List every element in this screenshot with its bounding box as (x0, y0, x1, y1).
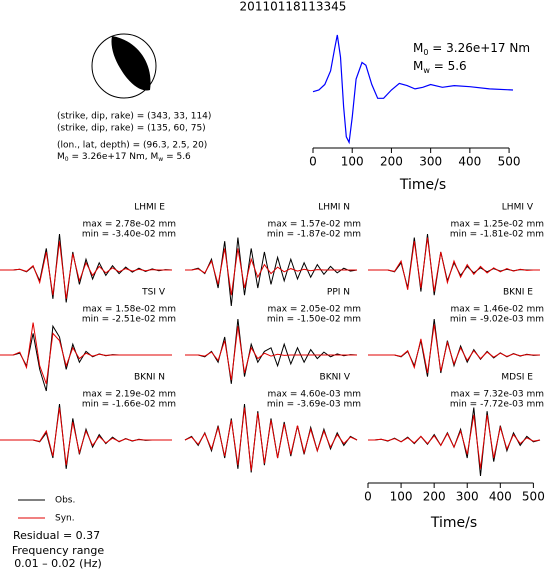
min-label: min = -1.50e-02 mm (267, 315, 361, 325)
legend-label: Obs. (55, 496, 75, 506)
syn-trace (368, 237, 540, 292)
x-axis-label: Time/s (430, 515, 477, 531)
subscript: w (158, 156, 163, 163)
text-part: M (413, 41, 423, 55)
min-label: min = -7.72e-03 mm (450, 400, 544, 410)
legend-label: Syn. (55, 514, 75, 524)
text-part: = 5.6 (163, 152, 191, 162)
x-tick-label: 200 (423, 490, 446, 504)
obs-trace (0, 403, 172, 469)
station-label: TSI V (141, 288, 166, 298)
x-tick-label: 100 (390, 490, 413, 504)
x-tick-label: 500 (522, 490, 545, 504)
stf-annotation: M0 = 3.26e+17 Nm (413, 41, 530, 58)
title: 20110118113345 (240, 0, 347, 14)
syn-trace (185, 248, 357, 296)
min-label: min = -3.40e-02 mm (82, 230, 176, 240)
text-part: M (57, 152, 65, 162)
focal-text: (strike, dip, rake) = (135, 60, 75) (57, 124, 206, 134)
max-label: max = 1.57e-02 mm (267, 220, 361, 230)
x-tick-label: 100 (341, 155, 364, 169)
x-tick-label: 400 (489, 490, 512, 504)
max-label: max = 2.19e-02 mm (82, 390, 176, 400)
syn-trace (0, 241, 172, 299)
obs-trace (368, 233, 540, 296)
x-tick-label: 0 (364, 490, 372, 504)
syn-trace (368, 414, 541, 469)
station-label: BKNI V (320, 373, 351, 383)
syn-trace (0, 407, 172, 466)
x-tick-label: 400 (458, 155, 481, 169)
moment-text: M0 = 3.26e+17 Nm, Mw = 5.6 (57, 152, 191, 164)
station-label: BKNI N (134, 373, 165, 383)
min-label: min = -1.81e-02 mm (450, 230, 544, 240)
min-label: min = -1.87e-02 mm (267, 230, 361, 240)
focal-text: (lon., lat, depth) = (96.3, 2.5, 20) (57, 141, 207, 151)
syn-trace (184, 407, 358, 471)
focal-text: (strike, dip, rake) = (343, 33, 114) (57, 112, 211, 122)
syn-trace (0, 322, 172, 384)
obs-trace (184, 403, 358, 473)
max-label: max = 2.78e-02 mm (82, 220, 176, 230)
min-label: min = -3.69e-03 mm (267, 400, 361, 410)
station-label: LHMI N (318, 203, 350, 213)
station-label: MDSI E (501, 373, 533, 383)
subscript: 0 (65, 156, 69, 163)
stf-annotation: Mw = 5.6 (413, 59, 467, 76)
x-tick-label: 0 (309, 155, 317, 169)
obs-trace (368, 318, 541, 377)
text-part: M (413, 59, 423, 73)
station-label: LHMI V (502, 203, 534, 213)
max-label: max = 1.46e-02 mm (450, 305, 544, 315)
x-tick-label: 300 (456, 490, 479, 504)
max-label: max = 4.60e-03 mm (267, 390, 361, 400)
x-tick-label: 500 (498, 155, 521, 169)
station-label: BKNI E (503, 288, 533, 298)
subscript: 0 (423, 48, 428, 57)
min-label: min = -2.51e-02 mm (82, 315, 176, 325)
max-label: max = 7.32e-03 mm (450, 390, 544, 400)
text-part: = 3.26e+17 Nm, M (69, 152, 159, 162)
syn-trace (185, 326, 357, 381)
frequency-range: 0.01 – 0.02 (Hz) (14, 557, 102, 570)
station-label: LHMI E (134, 203, 165, 213)
beachball (91, 33, 157, 99)
text-part: = 5.6 (430, 59, 467, 73)
frequency-title: Frequency range (12, 544, 105, 557)
subscript: w (423, 66, 430, 75)
max-label: max = 2.05e-02 mm (267, 305, 361, 315)
min-label: min = -9.02e-03 mm (450, 315, 544, 325)
x-tick-label: 300 (419, 155, 442, 169)
max-label: max = 1.25e-02 mm (450, 220, 544, 230)
obs-trace (368, 407, 541, 477)
min-label: min = -1.66e-02 mm (82, 400, 176, 410)
syn-trace (368, 324, 540, 374)
x-axis-label: Time/s (399, 177, 446, 193)
max-label: max = 1.58e-02 mm (82, 305, 176, 315)
residual: Residual = 0.37 (13, 529, 100, 542)
station-label: PPI N (327, 288, 350, 298)
text-part: = 3.26e+17 Nm (428, 41, 530, 55)
x-tick-label: 200 (380, 155, 403, 169)
stf-line (312, 34, 514, 145)
